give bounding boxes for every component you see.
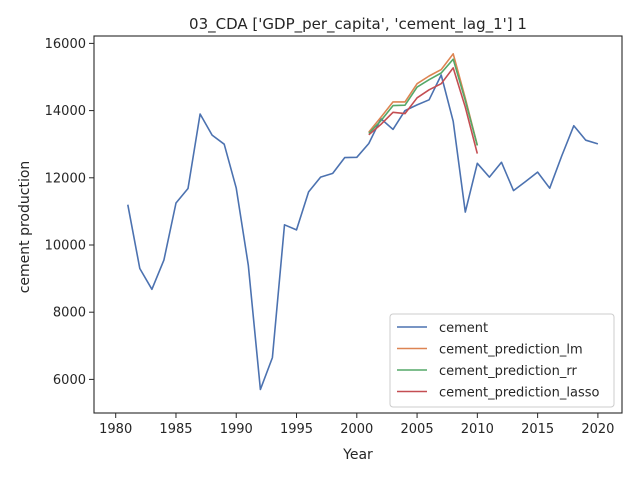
y-tick-label: 16000 bbox=[45, 37, 86, 52]
legend-label: cement bbox=[439, 321, 488, 336]
y-tick-label: 12000 bbox=[45, 171, 86, 186]
x-axis-label: Year bbox=[342, 447, 373, 463]
x-tick-label: 2010 bbox=[461, 422, 494, 437]
x-tick-label: 1985 bbox=[159, 422, 192, 437]
legend-box bbox=[389, 313, 615, 408]
chart-title: 03_CDA ['GDP_per_capita', 'cement_lag_1'… bbox=[189, 15, 527, 34]
series-line-cement-prediction-lm bbox=[368, 52, 479, 146]
y-tick-label: 10000 bbox=[45, 238, 86, 253]
legend-label: cement_prediction_lm bbox=[439, 343, 583, 358]
x-tick-label: 1980 bbox=[99, 422, 132, 437]
y-tick-label: 14000 bbox=[45, 104, 86, 119]
y-axis-label: cement production bbox=[17, 161, 33, 294]
series-line-cement-prediction-rr bbox=[368, 58, 479, 146]
plot-frame bbox=[93, 35, 623, 414]
x-tick-label: 1990 bbox=[220, 422, 253, 437]
legend: cement cement_prediction_lm cement_predict… bbox=[389, 313, 615, 408]
legend-label: cement_prediction_rr bbox=[439, 364, 577, 379]
x-tick-label: 1995 bbox=[280, 422, 313, 437]
series-line-cement-prediction-lasso bbox=[368, 67, 479, 154]
x-tick-label: 2020 bbox=[581, 422, 614, 437]
y-tick-label: 8000 bbox=[53, 306, 86, 321]
y-tick-label: 6000 bbox=[53, 373, 86, 388]
x-tick-label: 2015 bbox=[521, 422, 554, 437]
series-layer bbox=[127, 52, 599, 391]
x-tick-label: 2005 bbox=[401, 422, 434, 437]
legend-label: cement_prediction_lasso bbox=[439, 386, 599, 401]
x-tick-label: 2000 bbox=[340, 422, 373, 437]
axes-layer: 1980 1985 1990 1995 2000 2005 2010 2015 2020 6000… bbox=[45, 35, 623, 437]
series-line-cement bbox=[127, 74, 599, 391]
